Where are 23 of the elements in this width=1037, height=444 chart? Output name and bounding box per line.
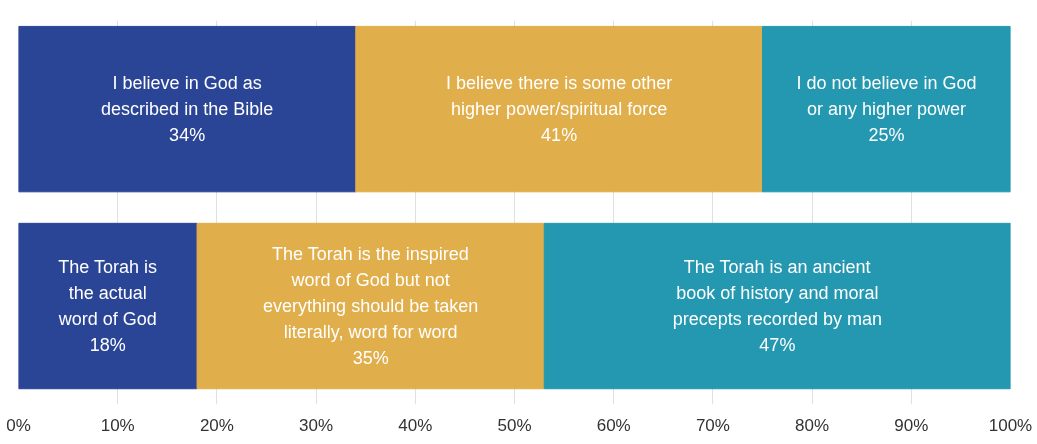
x-tick-label: 60%	[596, 415, 631, 435]
bar	[543, 222, 1011, 390]
x-tick-label: 90%	[894, 415, 929, 435]
data-label: I do not believe in God or any higher power 25%	[796, 73, 977, 146]
x-tick-label: 30%	[299, 415, 334, 435]
x-tick-label: 40%	[398, 415, 433, 435]
x-tick-label: 70%	[695, 415, 730, 435]
x-tick-label: 100%	[988, 415, 1033, 435]
data-label: The Torah is an ancient book of history and moral precepts recorded by man 47%	[672, 257, 882, 356]
x-tick-label: 50%	[497, 415, 532, 435]
bar	[355, 25, 763, 193]
bar	[196, 222, 545, 390]
data-label: The Torah is the actual word of God 18%	[57, 257, 157, 356]
bar	[18, 222, 198, 390]
data-label: I believe there is some other higher power/spiritual force 41%	[446, 73, 673, 146]
x-tick-label: 20%	[199, 415, 234, 435]
data-label: The Torah is the inspired word of God but not everything should be taken literally, word for word 35%	[263, 244, 479, 369]
bar	[762, 25, 1011, 193]
x-tick-label: 80%	[795, 415, 830, 435]
x-tick-label: 10%	[100, 415, 135, 435]
data-label: I believe in God as described in the Bible 34%	[101, 73, 274, 146]
x-tick-label: 0%	[6, 415, 31, 435]
bar	[18, 25, 357, 193]
